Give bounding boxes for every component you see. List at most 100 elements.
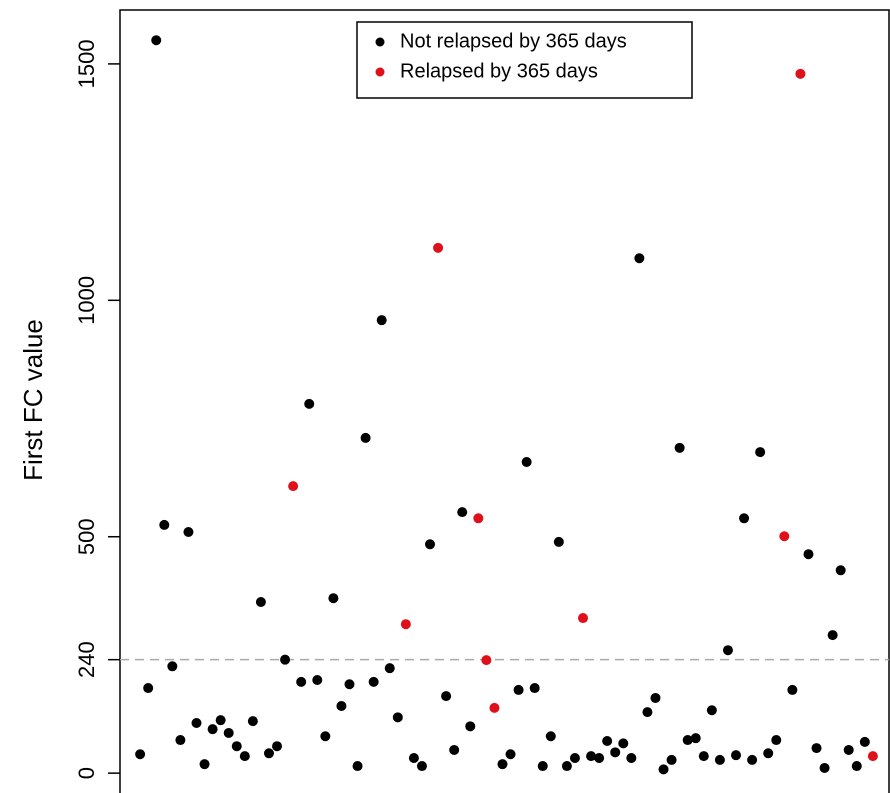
data-point [425,539,436,550]
data-point [441,691,452,702]
plot-frame [119,9,890,793]
data-point [151,35,162,46]
data-point [352,761,363,772]
data-point [867,751,878,762]
data-point [280,654,291,665]
data-point [408,753,419,764]
data-point [288,481,299,492]
y-tick-label: 1500 [74,39,99,88]
data-point [835,565,846,576]
data-point [336,701,347,711]
data-point [400,619,411,630]
data-point [763,748,774,759]
data-point [481,655,492,666]
data-point [843,744,854,755]
data-point [489,702,500,713]
data-point [416,761,427,772]
data-point [650,692,661,703]
data-point [135,749,146,760]
legend-marker [375,37,385,47]
legend-label: Not relapsed by 365 days [400,30,627,52]
data-point [255,596,266,607]
data-point [215,715,226,726]
data-point [457,507,468,518]
y-tick-label: 1000 [74,276,99,325]
data-point [360,432,371,443]
data-point [610,747,621,758]
data-point [199,759,210,770]
data-point [263,748,274,759]
data-point [392,712,403,723]
data-point [714,754,725,765]
data-point [497,759,508,770]
data-point [602,735,613,746]
data-point [312,674,323,685]
data-point [642,707,653,718]
data-point [521,457,532,468]
data-point [449,744,460,755]
legend [356,21,693,99]
data-point [537,761,548,772]
legend-marker [375,67,385,77]
data-point [376,315,387,326]
data-point [159,519,170,530]
data-point [191,718,202,729]
data-point [658,764,669,775]
data-point [553,536,564,547]
data-point [231,741,242,752]
data-point [175,735,186,746]
data-point [731,750,742,761]
data-point [433,242,444,253]
data-point [328,593,339,604]
y-tick-label: 0 [74,767,99,779]
data-point [183,527,194,537]
data-point [578,613,589,624]
data-point [747,754,758,765]
data-point [674,442,685,453]
y-tick-label: 240 [74,641,99,678]
data-point [787,684,798,695]
data-point [819,762,830,773]
data-point [207,724,218,735]
legend-label: Relapsed by 365 days [400,60,598,82]
data-point [827,630,838,641]
data-point [634,253,645,264]
y-axis-label: First FC value [18,319,48,481]
y-tick-label: 500 [74,518,99,555]
data-point [247,716,258,727]
data-point [320,731,331,742]
data-point [771,735,782,746]
data-point [465,721,476,732]
data-point [626,753,637,764]
data-point [795,68,806,79]
data-point [722,645,733,656]
data-point [143,683,154,694]
data-point [167,661,178,672]
data-point [851,761,862,772]
data-point [779,531,790,542]
data-point [296,676,307,687]
data-point [803,549,814,560]
data-point [561,761,572,772]
data-point [223,727,234,738]
data-point [586,751,597,762]
data-point [859,736,870,747]
data-point [304,398,315,409]
data-point [811,743,822,754]
data-point [739,513,750,524]
data-point [368,676,379,687]
data-point [344,679,355,690]
data-point [690,733,701,744]
data-point [529,683,540,694]
data-point [706,705,717,716]
data-point [505,749,516,760]
data-point [682,735,693,746]
data-point [594,753,605,764]
data-point [384,663,395,674]
data-point [513,684,524,695]
data-point [239,751,250,762]
data-point [698,751,709,762]
data-point [618,738,629,749]
